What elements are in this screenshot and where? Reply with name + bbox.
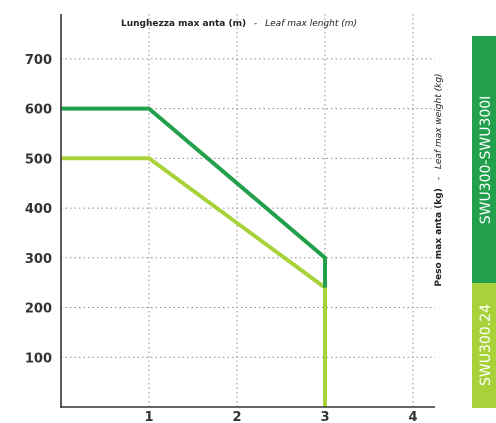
y-tick-label-600: 600 bbox=[25, 103, 52, 118]
y-axis-title-alt: Leaf max weight (kg) bbox=[434, 73, 444, 169]
y-tick-labels: 100 200 300 400 500 600 700 bbox=[25, 53, 52, 366]
y-axis-title-separator: - bbox=[434, 177, 444, 180]
x-tick-label-3: 3 bbox=[320, 410, 329, 423]
series-line-swu300-swu300i bbox=[61, 106, 327, 288]
x-axis-title-main: Lunghezza max anta (m) bbox=[121, 19, 246, 29]
x-axis-title-alt: Leaf max lenght (m) bbox=[265, 19, 357, 29]
tab-swu30024-label: SWU300.24 bbox=[478, 304, 494, 386]
x-axis-title-separator: - bbox=[254, 19, 257, 29]
model-tabs: SWU300-SWU300I SWU300.24 bbox=[472, 36, 496, 408]
y-tick-label-500: 500 bbox=[25, 152, 52, 167]
x-tick-label-1: 1 bbox=[144, 410, 153, 423]
x-tick-label-4: 4 bbox=[408, 410, 417, 423]
y-axis-title-main: Peso max anta (kg) bbox=[434, 188, 444, 286]
series-layer bbox=[61, 106, 327, 407]
y-axis-title: Peso max anta (kg) - Leaf max weight (kg… bbox=[434, 73, 444, 286]
tab-swu30024-bg bbox=[472, 283, 496, 408]
x-axis-title: Lunghezza max anta (m) - Leaf max lenght… bbox=[121, 19, 357, 29]
y-tick-label-200: 200 bbox=[25, 302, 52, 317]
tab-swu300-bg bbox=[472, 36, 496, 283]
x-tick-labels: 1 2 3 4 bbox=[144, 410, 417, 423]
y-tick-label-400: 400 bbox=[25, 202, 52, 217]
y-tick-label-700: 700 bbox=[25, 53, 52, 68]
series-line-swu300-24 bbox=[61, 156, 327, 407]
x-tick-label-2: 2 bbox=[232, 410, 241, 423]
grid-lines bbox=[61, 14, 435, 407]
y-tick-label-300: 300 bbox=[25, 252, 52, 267]
tab-swu300-label: SWU300-SWU300I bbox=[478, 96, 494, 225]
y-tick-label-100: 100 bbox=[25, 351, 52, 366]
